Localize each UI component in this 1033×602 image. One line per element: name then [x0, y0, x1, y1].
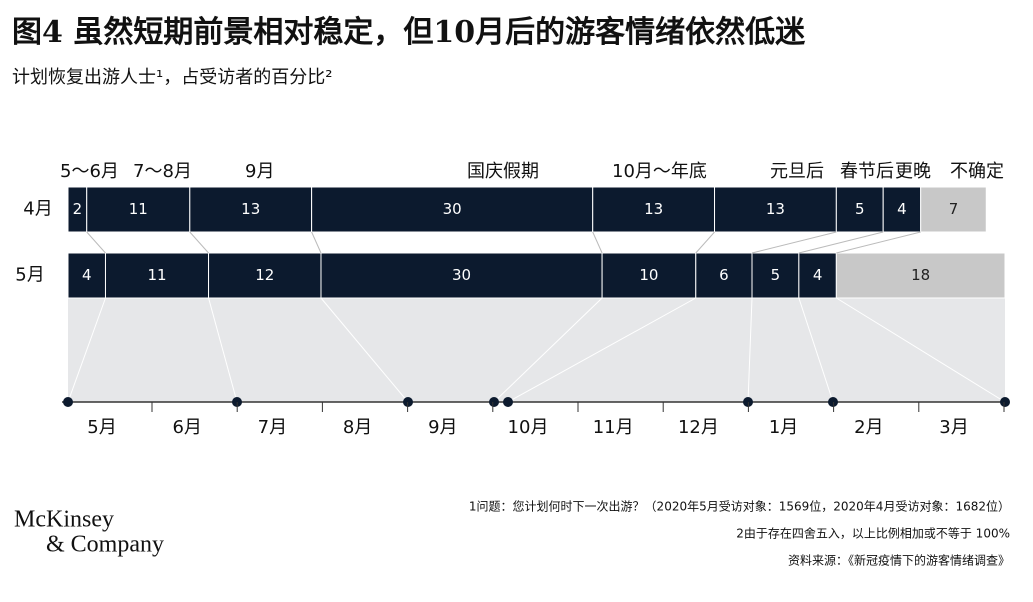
footnote: 1问题：您计划何时下一次出游？（2020年5月受访对象：1569位，2020年4… [469, 499, 1010, 514]
bar-segment [835, 252, 1006, 299]
series-label: 春节后 [840, 161, 894, 182]
connector [798, 231, 884, 254]
value-label: 12 [255, 266, 274, 284]
connector [493, 297, 603, 403]
value-label: 13 [766, 200, 785, 218]
series-label: 10月～年底 [612, 161, 707, 182]
value-label: 7 [949, 200, 959, 218]
value-label: 30 [452, 266, 471, 284]
timeline-month: 5月 [87, 417, 116, 438]
value-label: 4 [82, 266, 92, 284]
value-label: 4 [813, 266, 823, 284]
category-label: 5月 [15, 265, 44, 286]
timeline-month: 7月 [258, 417, 287, 438]
timeline-month: 1月 [769, 417, 798, 438]
timeline-month: 3月 [939, 417, 968, 438]
bar-segment [67, 252, 106, 299]
bar-segment [798, 252, 837, 299]
value-label: 13 [241, 200, 260, 218]
logo: & Company [46, 532, 164, 558]
value-label: 11 [129, 200, 148, 218]
connector [695, 231, 715, 254]
value-label: 11 [147, 266, 166, 284]
connector [798, 297, 834, 403]
bar-segment [695, 252, 753, 299]
value-label: 10 [639, 266, 658, 284]
connector [507, 297, 697, 403]
series-label: 国庆假期 [467, 161, 539, 182]
series-label: 不确定 [950, 161, 1004, 182]
series-label: 5～6月 [60, 161, 119, 182]
connector [208, 297, 238, 403]
timeline-panel [68, 298, 1005, 402]
bar-segment [835, 186, 884, 233]
timeline-dot [63, 397, 73, 407]
connector [320, 297, 409, 403]
series-label: 7～8月 [133, 161, 192, 182]
value-label: 5 [855, 200, 865, 218]
chart-title: 图4 虽然短期前景相对稳定，但10月后的游客情绪依然低迷 [12, 15, 806, 50]
category-label: 4月 [23, 199, 52, 220]
connector [592, 231, 603, 254]
timeline-month: 6月 [172, 417, 201, 438]
value-label: 4 [897, 200, 907, 218]
footnote: 资料来源：《新冠疫情下的游客情绪调查》 [788, 553, 1010, 568]
connector [311, 231, 322, 254]
value-label: 5 [771, 266, 781, 284]
timeline-dot [489, 397, 499, 407]
timeline-dot [503, 397, 513, 407]
chart-subtitle: 计划恢复出游人士¹，占受访者的百分比² [12, 67, 332, 88]
timeline-month: 11月 [593, 417, 634, 438]
timeline-month: 9月 [428, 417, 457, 438]
bar-segment [320, 252, 603, 299]
value-label: 30 [443, 200, 462, 218]
connector [751, 231, 837, 254]
bar-segment [920, 186, 987, 233]
connector [747, 297, 753, 403]
timeline-month: 12月 [678, 417, 719, 438]
bar-segment [86, 186, 191, 233]
footnote: 2由于存在四舍五入，以上比例相加或不等于 100% [736, 526, 1010, 541]
series-label: 9月 [245, 161, 274, 182]
timeline-month: 8月 [343, 417, 372, 438]
value-label: 2 [73, 200, 83, 218]
value-label: 18 [911, 266, 930, 284]
connector [86, 231, 106, 254]
bar-segment [189, 186, 313, 233]
bar-segment [601, 252, 697, 299]
bar-segment [208, 252, 322, 299]
timeline-month: 2月 [854, 417, 883, 438]
bar-segment [714, 186, 837, 233]
logo: McKinsey [14, 507, 114, 533]
connector [836, 231, 921, 254]
timeline-dot [1000, 397, 1010, 407]
timeline-month: 10月 [508, 417, 549, 438]
bar-segment [592, 186, 716, 233]
value-label: 13 [644, 200, 663, 218]
series-label: 更晚 [895, 161, 931, 182]
value-label: 6 [719, 266, 729, 284]
connector [189, 231, 209, 254]
series-label: 元旦后 [770, 161, 824, 182]
connector [836, 297, 1006, 403]
bar-segment [311, 186, 594, 233]
timeline-dot [828, 397, 838, 407]
connector [67, 297, 106, 403]
